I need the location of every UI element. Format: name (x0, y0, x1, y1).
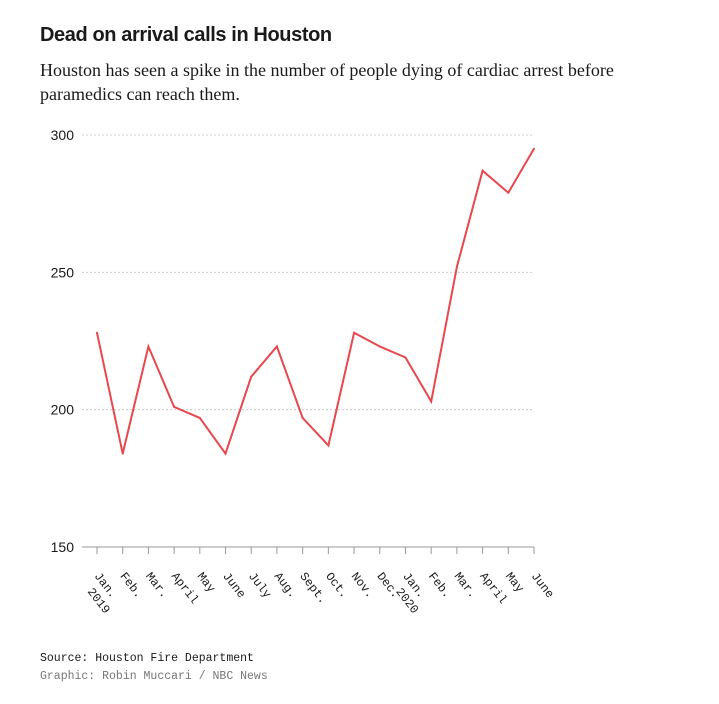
x-tick-label: June (528, 570, 557, 601)
x-tick-label: May (502, 570, 526, 596)
data-point (507, 191, 510, 194)
data-point (404, 356, 407, 359)
graphic-credit: Graphic: Robin Muccari / NBC News (40, 670, 268, 683)
x-tick-label: Mar. (451, 570, 480, 601)
data-point (275, 345, 278, 348)
data-point (481, 169, 484, 172)
x-tick-label: Aug. (271, 570, 300, 601)
gridlines (82, 134, 534, 411)
x-tick-label: Nov. (348, 570, 377, 601)
chart-subtitle: Houston has seen a spike in the number o… (40, 60, 614, 104)
data-point (198, 416, 201, 419)
data-point (327, 444, 330, 447)
y-tick-label: 200 (51, 402, 75, 418)
data-point (455, 265, 458, 268)
data-point (430, 400, 433, 403)
data-point (147, 345, 150, 348)
source-note: Source: Houston Fire Department (40, 652, 254, 665)
x-tick-label: July (245, 570, 274, 601)
data-point (378, 345, 381, 348)
data-point (173, 405, 176, 408)
x-tick-label: Feb. (117, 570, 146, 601)
chart-title: Dead on arrival calls in Houston (40, 24, 332, 46)
data-point (353, 331, 356, 334)
data-point (250, 375, 253, 378)
y-axis-tick-labels: 150 200 250 300 (51, 127, 75, 555)
x-tick-label: June (219, 570, 248, 601)
data-point (224, 452, 227, 455)
y-tick-label: 250 (51, 264, 75, 280)
x-tick-label: Mar. (142, 570, 171, 601)
x-tick-label: Feb. (425, 570, 454, 601)
series-layer (96, 147, 535, 456)
x-axis (82, 546, 535, 554)
series-line (96, 148, 535, 456)
y-tick-label: 150 (51, 539, 75, 555)
data-point (121, 452, 124, 455)
data-point (96, 331, 98, 334)
data-point (301, 416, 304, 419)
data-point (533, 147, 535, 150)
x-tick-label: May (194, 570, 218, 596)
y-tick-label: 300 (51, 127, 75, 143)
